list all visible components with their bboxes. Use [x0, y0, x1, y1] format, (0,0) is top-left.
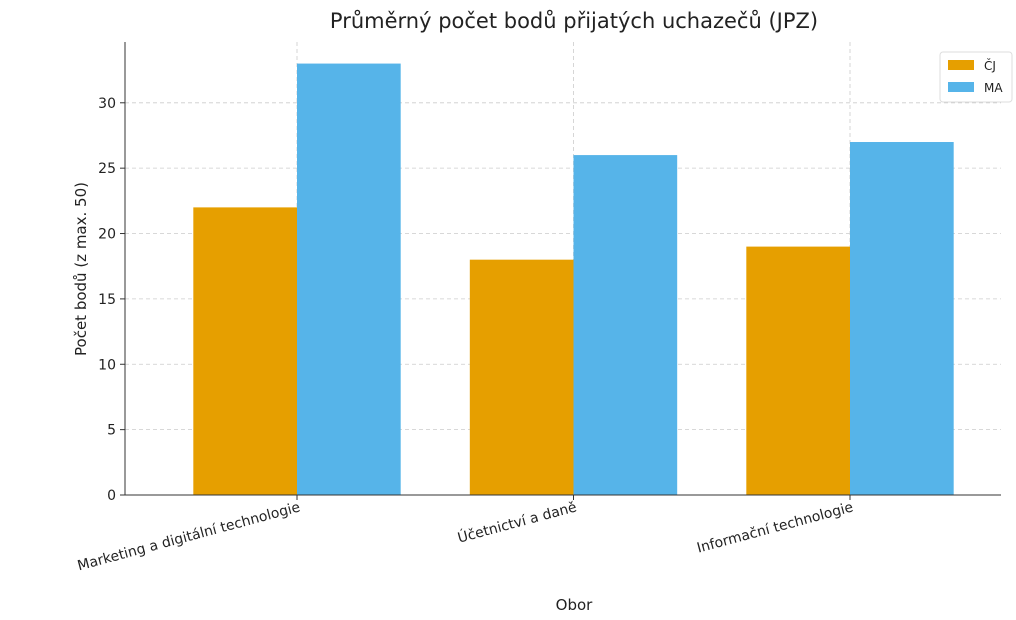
y-tick-label: 10 [98, 357, 116, 373]
y-axis-label: Počet bodů (z max. 50) [72, 182, 90, 356]
bar [746, 246, 850, 495]
y-tick-label: 25 [98, 161, 116, 177]
y-tick-label: 15 [98, 292, 116, 308]
legend: ČJ MA [939, 51, 1013, 103]
bar [573, 155, 678, 495]
chart-title: Průměrný počet bodů přijatých uchazečů (… [330, 9, 818, 33]
bar [193, 207, 297, 495]
x-tick-label: Informační technologie [695, 499, 855, 556]
legend-label: MA [984, 81, 1003, 95]
x-tick-label: Marketing a digitální technologie [76, 499, 302, 574]
bar [469, 259, 574, 495]
legend-swatch [948, 60, 974, 70]
legend-label: ČJ [984, 58, 996, 73]
legend-swatch [948, 82, 974, 92]
y-tick-label: 5 [107, 423, 116, 439]
bar [850, 142, 954, 495]
y-tick-label: 0 [107, 488, 116, 504]
x-tick-label: Účetnictví a daně [455, 497, 578, 546]
y-tick-label: 30 [98, 96, 116, 112]
bar [297, 63, 401, 495]
y-tick-label: 20 [98, 227, 116, 243]
x-axis-label: Obor [556, 596, 594, 614]
